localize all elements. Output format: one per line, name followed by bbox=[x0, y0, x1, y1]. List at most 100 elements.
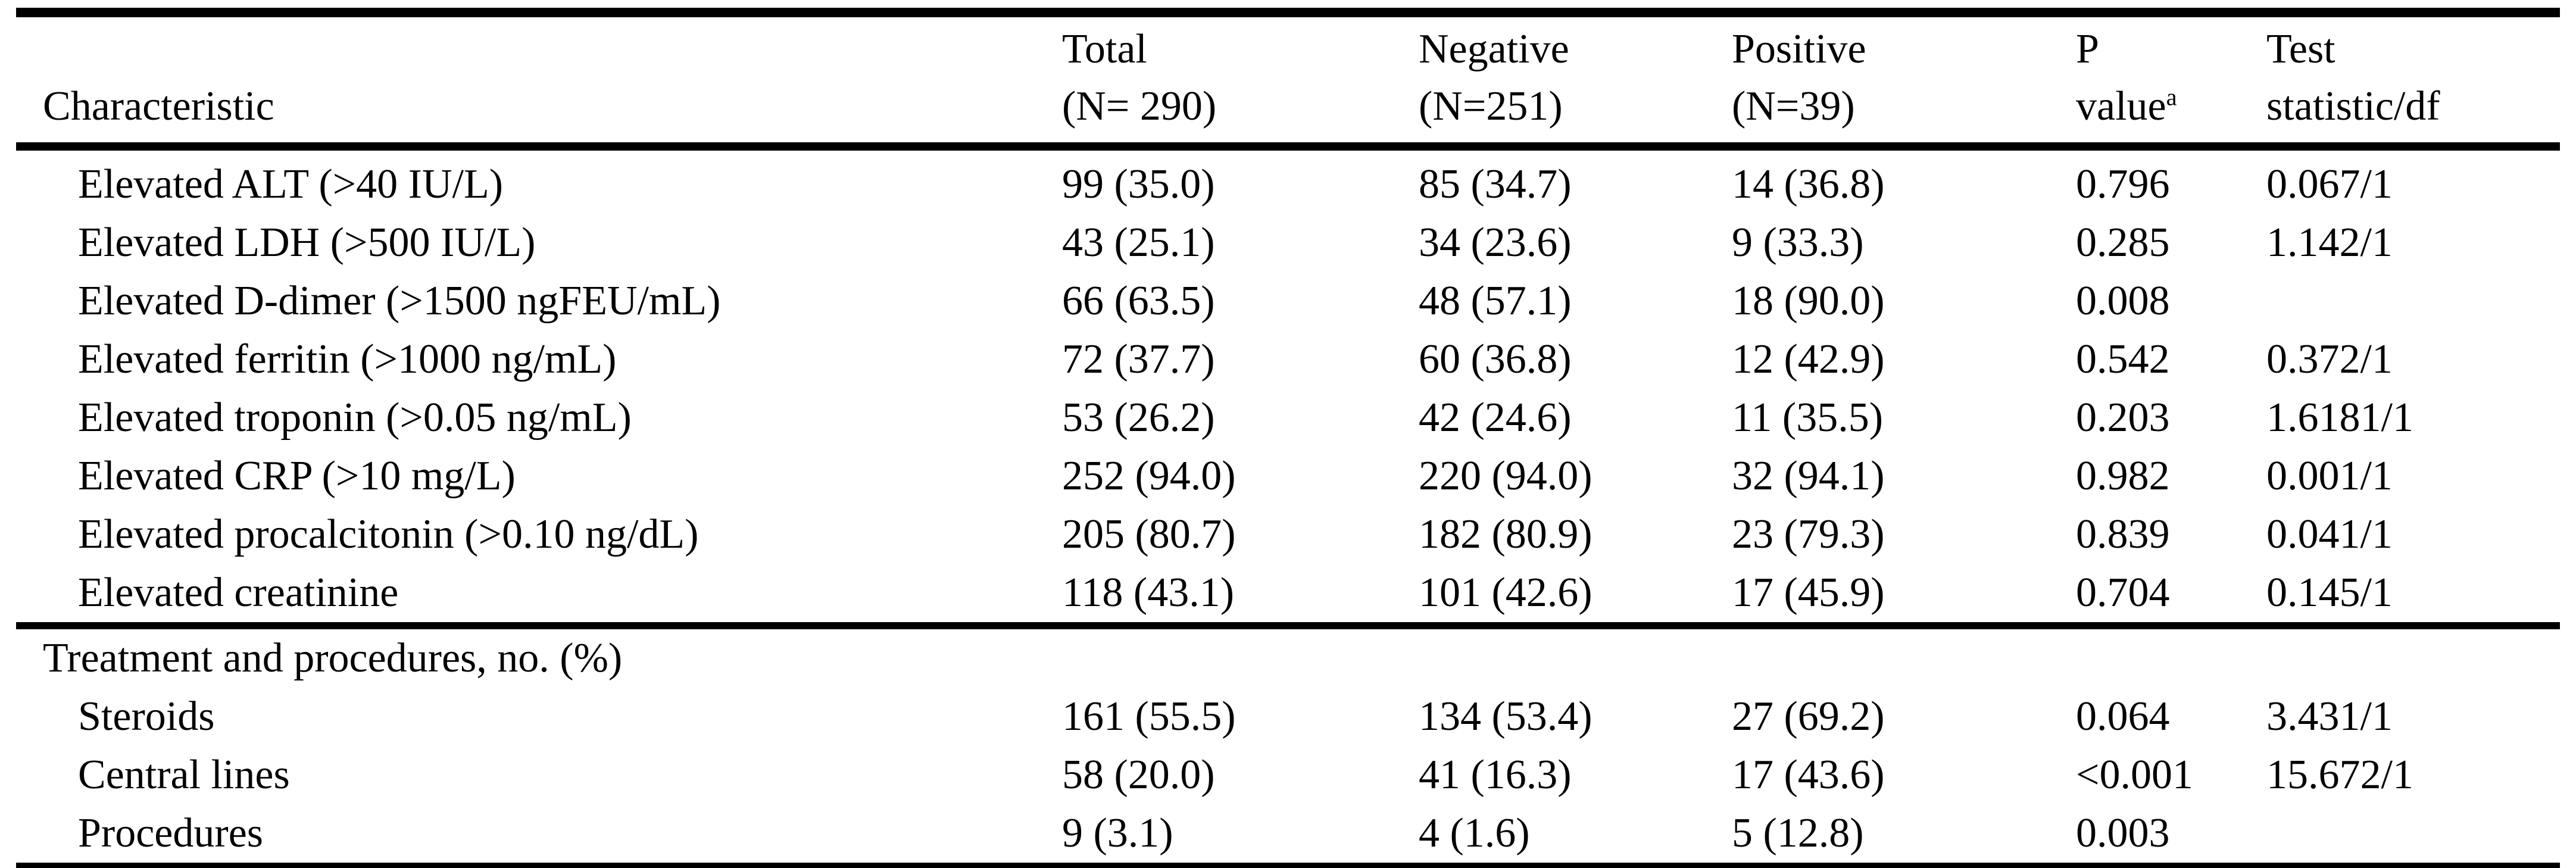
cell-p-value: 0.542 bbox=[2076, 336, 2170, 382]
cell-test-statistic bbox=[2266, 804, 2560, 867]
cell-total: 66 (63.5) bbox=[1062, 278, 1215, 324]
cell-positive: 23 (79.3) bbox=[1732, 511, 1885, 557]
cell-positive: 5 (12.8) bbox=[1732, 810, 1864, 856]
table-header: Characteristic Total (N= 290) Negative (… bbox=[16, 13, 2560, 146]
cell-p-value: 0.008 bbox=[2076, 278, 2170, 324]
cell-positive bbox=[1732, 622, 2076, 688]
cell-negative: 220 (94.0) bbox=[1419, 453, 1593, 499]
column-header-total: Total (N= 290) bbox=[1062, 13, 1419, 146]
cell-total: 161 (55.5) bbox=[1062, 694, 1236, 739]
table-row: Elevated creatinine 118 (43.1) 101 (42.6… bbox=[16, 564, 2560, 626]
cell-p-value: 0.796 bbox=[2076, 161, 2170, 207]
cell-test-statistic: 0.372/1 bbox=[2266, 336, 2393, 382]
cell-total: 118 (43.1) bbox=[1062, 570, 1235, 616]
cell-negative: 182 (80.9) bbox=[1419, 511, 1593, 557]
table-row: Elevated procalcitonin (>0.10 ng/dL) 205… bbox=[16, 505, 2560, 564]
cell-test-statistic: 3.431/1 bbox=[2266, 694, 2393, 739]
header-label: Total bbox=[1062, 26, 1147, 72]
cell-p-value: 0.064 bbox=[2076, 694, 2170, 739]
header-sublabel: statistic/df bbox=[2266, 83, 2440, 129]
row-label: Elevated ALT (>40 IU/L) bbox=[78, 161, 504, 207]
row-label: Elevated creatinine bbox=[78, 570, 399, 616]
cell-test-statistic bbox=[2266, 622, 2560, 688]
cell-positive: 27 (69.2) bbox=[1732, 694, 1885, 739]
row-label: Elevated D-dimer (>1500 ngFEU/mL) bbox=[78, 278, 721, 324]
row-label: Elevated LDH (>500 IU/L) bbox=[78, 220, 536, 266]
header-sublabel: (N=39) bbox=[1732, 83, 1855, 129]
cell-positive: 12 (42.9) bbox=[1732, 336, 1885, 382]
cell-positive: 18 (90.0) bbox=[1732, 278, 1885, 324]
table-row: Elevated CRP (>10 mg/L) 252 (94.0) 220 (… bbox=[16, 447, 2560, 505]
cell-total: 99 (35.0) bbox=[1062, 161, 1215, 207]
header-label: Positive bbox=[1732, 26, 1866, 72]
header-label: Characteristic bbox=[43, 83, 274, 129]
cell-total: 205 (80.7) bbox=[1062, 511, 1236, 557]
table-row: Elevated D-dimer (>1500 ngFEU/mL) 66 (63… bbox=[16, 272, 2560, 330]
cell-negative: 60 (36.8) bbox=[1419, 336, 1572, 382]
row-label: Elevated ferritin (>1000 ng/mL) bbox=[78, 336, 617, 382]
table-row: Elevated ferritin (>1000 ng/mL) 72 (37.7… bbox=[16, 330, 2560, 389]
cell-negative: 134 (53.4) bbox=[1419, 694, 1593, 739]
cell-p-value: 0.839 bbox=[2076, 511, 2170, 557]
p-value-label: value bbox=[2076, 83, 2166, 129]
cell-total: 53 (26.2) bbox=[1062, 395, 1215, 441]
table-row: Elevated troponin (>0.05 ng/mL) 53 (26.2… bbox=[16, 389, 2560, 447]
header-sublabel: (N= 290) bbox=[1062, 83, 1217, 129]
cell-p-value: 0.285 bbox=[2076, 220, 2170, 266]
cell-total: 252 (94.0) bbox=[1062, 453, 1236, 499]
cell-test-statistic: 0.145/1 bbox=[2266, 570, 2393, 616]
cell-negative bbox=[1419, 622, 1732, 688]
table-row: Elevated LDH (>500 IU/L) 43 (25.1) 34 (2… bbox=[16, 214, 2560, 272]
footnote-marker-a: a bbox=[2166, 83, 2177, 111]
table-row: Elevated ALT (>40 IU/L) 99 (35.0) 85 (34… bbox=[16, 146, 2560, 214]
cell-test-statistic: 0.041/1 bbox=[2266, 511, 2393, 557]
section-header-row: Treatment and procedures, no. (%) bbox=[16, 622, 2560, 688]
header-label: Negative bbox=[1419, 26, 1569, 72]
row-label: Treatment and procedures, no. (%) bbox=[16, 622, 1062, 688]
column-header-characteristic: Characteristic bbox=[16, 13, 1062, 146]
cell-p-value: 0.982 bbox=[2076, 453, 2170, 499]
cell-p-value: 0.704 bbox=[2076, 570, 2170, 616]
cell-p-value: 0.003 bbox=[2076, 810, 2170, 856]
column-header-test-statistic: Test statistic/df bbox=[2266, 13, 2560, 146]
cell-test-statistic: 1.142/1 bbox=[2266, 220, 2393, 266]
header-row: Characteristic Total (N= 290) Negative (… bbox=[16, 13, 2560, 146]
cell-positive: 14 (36.8) bbox=[1732, 161, 1885, 207]
header-label: Test bbox=[2266, 26, 2335, 72]
cell-test-statistic: 1.6181/1 bbox=[2266, 395, 2413, 441]
cell-positive: 9 (33.3) bbox=[1732, 220, 1864, 266]
cell-negative: 34 (23.6) bbox=[1419, 220, 1572, 266]
cell-test-statistic: 0.067/1 bbox=[2266, 161, 2393, 207]
row-label: Procedures bbox=[78, 810, 264, 856]
table-row: Central lines 58 (20.0) 41 (16.3) 17 (43… bbox=[16, 746, 2560, 804]
row-label: Elevated troponin (>0.05 ng/mL) bbox=[78, 395, 632, 441]
cell-p-value: <0.001 bbox=[2076, 752, 2193, 798]
header-label: P bbox=[2076, 26, 2099, 72]
cell-test-statistic: 0.001/1 bbox=[2266, 453, 2393, 499]
cell-total: 72 (37.7) bbox=[1062, 336, 1215, 382]
cell-test-statistic bbox=[2266, 272, 2560, 330]
cell-negative: 41 (16.3) bbox=[1419, 752, 1572, 798]
cell-positive: 32 (94.1) bbox=[1732, 453, 1885, 499]
cell-negative: 101 (42.6) bbox=[1419, 570, 1593, 616]
table-body: Elevated ALT (>40 IU/L) 99 (35.0) 85 (34… bbox=[16, 146, 2560, 867]
cell-positive: 17 (43.6) bbox=[1732, 752, 1885, 798]
header-sublabel: valuea bbox=[2076, 78, 2266, 135]
cell-p-value bbox=[2076, 622, 2266, 688]
cell-total: 43 (25.1) bbox=[1062, 220, 1215, 266]
cell-total: 9 (3.1) bbox=[1062, 810, 1173, 856]
table-row: Steroids 161 (55.5) 134 (53.4) 27 (69.2)… bbox=[16, 688, 2560, 746]
cell-negative: 48 (57.1) bbox=[1419, 278, 1572, 324]
characteristics-table: Characteristic Total (N= 290) Negative (… bbox=[16, 8, 2560, 868]
column-header-positive: Positive (N=39) bbox=[1732, 13, 2076, 146]
header-sublabel: (N=251) bbox=[1419, 83, 1563, 129]
cell-total: 58 (20.0) bbox=[1062, 752, 1215, 798]
column-header-p-value: P valuea bbox=[2076, 13, 2266, 146]
cell-negative: 85 (34.7) bbox=[1419, 161, 1572, 207]
cell-test-statistic: 15.672/1 bbox=[2266, 752, 2413, 798]
cell-negative: 4 (1.6) bbox=[1419, 810, 1530, 856]
table-row: Procedures 9 (3.1) 4 (1.6) 5 (12.8) 0.00… bbox=[16, 804, 2560, 867]
column-header-negative: Negative (N=251) bbox=[1419, 13, 1732, 146]
cell-p-value: 0.203 bbox=[2076, 395, 2170, 441]
